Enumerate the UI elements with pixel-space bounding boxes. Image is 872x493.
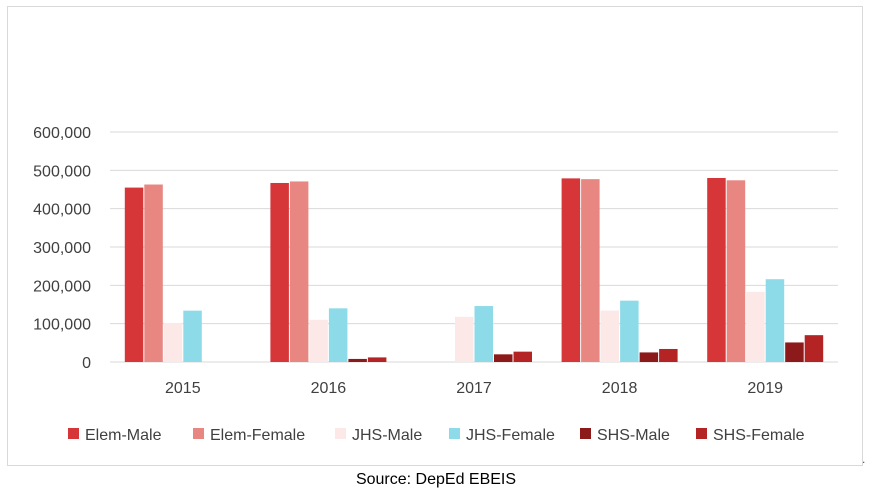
legend-swatch [696,428,707,439]
bar-jhs-male-2016 [309,319,328,362]
y-tick-label: 100,000 [33,317,91,334]
legend-swatch [193,428,204,439]
legend-label: Elem-Female [210,427,305,444]
y-tick-label: 300,000 [33,240,91,257]
y-tick-label: 400,000 [33,202,91,219]
bar-elem-female-2016 [289,181,309,362]
x-tick-label: 2018 [602,380,638,397]
bar-shs-female-2017 [513,351,532,362]
legend-label: Elem-Male [85,427,162,444]
corner-mark: . [862,452,866,466]
y-tick-label: 600,000 [33,125,91,142]
bar-shs-female-2018 [659,348,678,362]
bar-jhs-male-2018 [600,310,620,362]
bar-jhs-female-2018 [620,300,639,362]
source-note: Source: DepEd EBEIS [355,471,517,488]
x-tick-label: 2016 [311,380,347,397]
bar-elem-male-2018 [561,178,581,362]
bar-elem-male-2019 [707,178,726,362]
bar-elem-female-2015 [144,184,163,362]
x-axis-ticks: 2015 2016 2017 2018 2019 [165,380,783,397]
legend-label: JHS-Male [352,427,422,444]
y-tick-label: 0 [82,355,91,372]
bar-jhs-male-2017 [455,316,474,362]
x-tick-label: 2015 [165,380,201,397]
bar-elem-male-2015 [124,187,144,362]
bar-elem-male-2016 [270,182,289,362]
y-axis-ticks: 0 100,000 200,000 300,000 400,000 500,000 600,… [33,125,91,372]
legend-swatch [449,428,460,439]
y-tick-label: 200,000 [33,278,91,295]
bar-elem-female-2019 [726,180,746,362]
legend-swatch [335,428,346,439]
bar-jhs-male-2015 [163,322,183,362]
bar-jhs-female-2015 [183,310,202,362]
legend-label: SHS-Female [713,427,805,444]
legend-swatch [580,428,591,439]
bar-jhs-female-2017 [474,306,493,362]
enrollment-bar-chart: 0 100,000 200,000 300,000 400,000 500,000 600,… [33,125,838,444]
bar-shs-female-2016 [367,357,387,362]
y-tick-label: 500,000 [33,163,91,180]
bar-shs-male-2017 [494,354,513,362]
legend: Elem-Male Elem-Female JHS-Male JHS-Female SH… [68,427,805,444]
bar-shs-male-2019 [785,342,804,362]
x-tick-label: 2017 [456,380,492,397]
legend-label: JHS-Female [466,427,555,444]
bar-shs-male-2018 [639,352,659,362]
bar-jhs-female-2016 [328,308,348,362]
bar-shs-female-2019 [804,335,824,362]
bar-jhs-female-2019 [765,279,785,362]
bar-shs-male-2016 [348,358,367,362]
x-tick-label: 2019 [747,380,783,397]
legend-swatch [68,428,79,439]
bars [124,178,824,362]
legend-label: SHS-Male [597,427,670,444]
bar-jhs-male-2019 [746,291,765,362]
bar-elem-female-2018 [581,179,600,362]
